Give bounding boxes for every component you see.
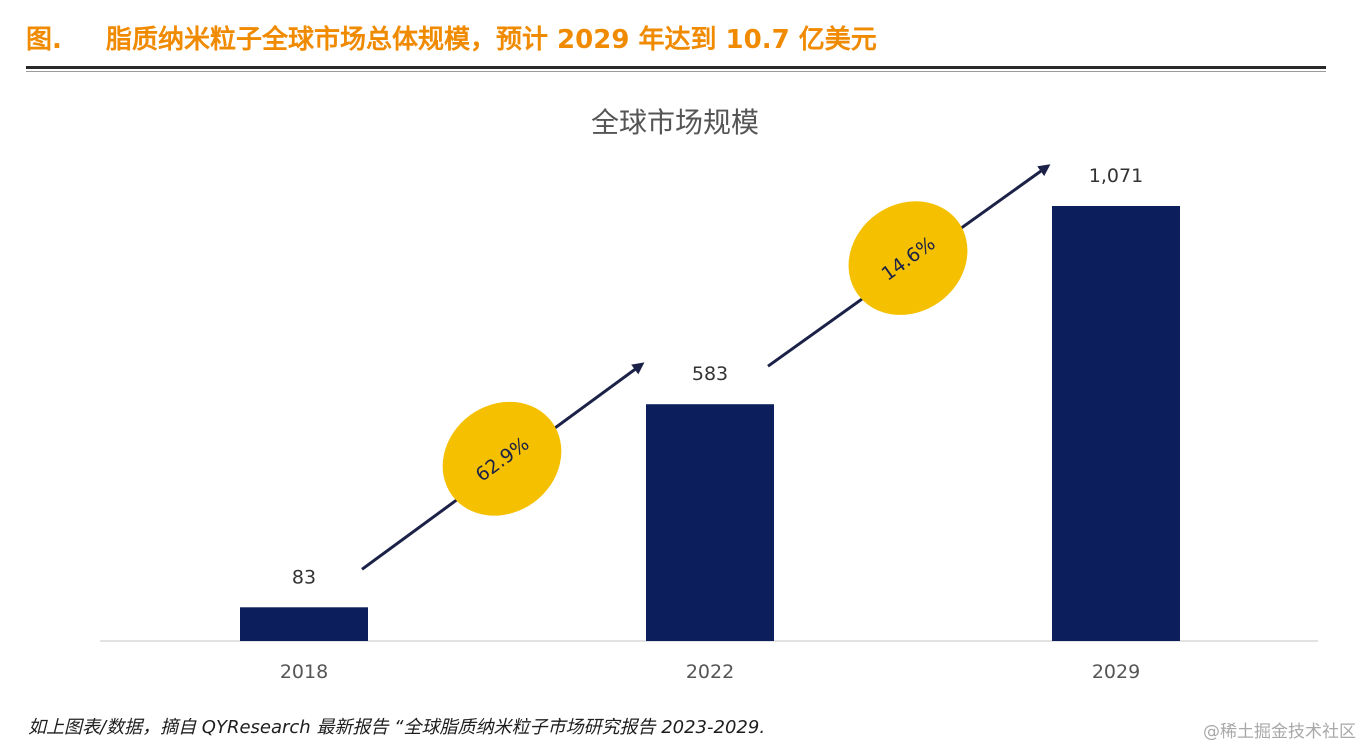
value-label-2029: 1,071	[1089, 165, 1143, 187]
value-label-2018: 83	[292, 566, 316, 588]
figure-title: 脂质纳米粒子全球市场总体规模，预计 2029 年达到 10.7 亿美元	[106, 25, 877, 55]
bars-layer	[240, 206, 1180, 641]
bar-2022	[646, 404, 774, 641]
annotation-layer: 62.9%14.6%	[361, 164, 1051, 571]
figure-label: 图.	[26, 25, 62, 55]
value-label-2022: 583	[692, 363, 728, 385]
growth-badge-2	[848, 201, 968, 315]
x-tick-2018: 2018	[280, 661, 328, 683]
figure-header: 图. 脂质纳米粒子全球市场总体规模，预计 2029 年达到 10.7 亿美元	[26, 20, 1326, 60]
bar-2029	[1052, 206, 1180, 641]
chart-title: 全球市场规模	[591, 106, 759, 139]
header-rule-thick	[26, 66, 1326, 69]
growth-badge-1	[442, 401, 562, 516]
bar-2018	[240, 607, 368, 641]
watermark: @稀土掘金技术社区	[1203, 722, 1356, 742]
header-rule-thin	[26, 71, 1326, 72]
source-note: 如上图表/数据，摘自 QYResearch 最新报告 “全球脂质纳米粒子市场研究…	[28, 717, 766, 738]
x-tick-2022: 2022	[686, 661, 734, 683]
labels-layer: 83 2018 583 2022 1,071 2029	[280, 165, 1143, 683]
x-tick-2029: 2029	[1092, 661, 1140, 683]
